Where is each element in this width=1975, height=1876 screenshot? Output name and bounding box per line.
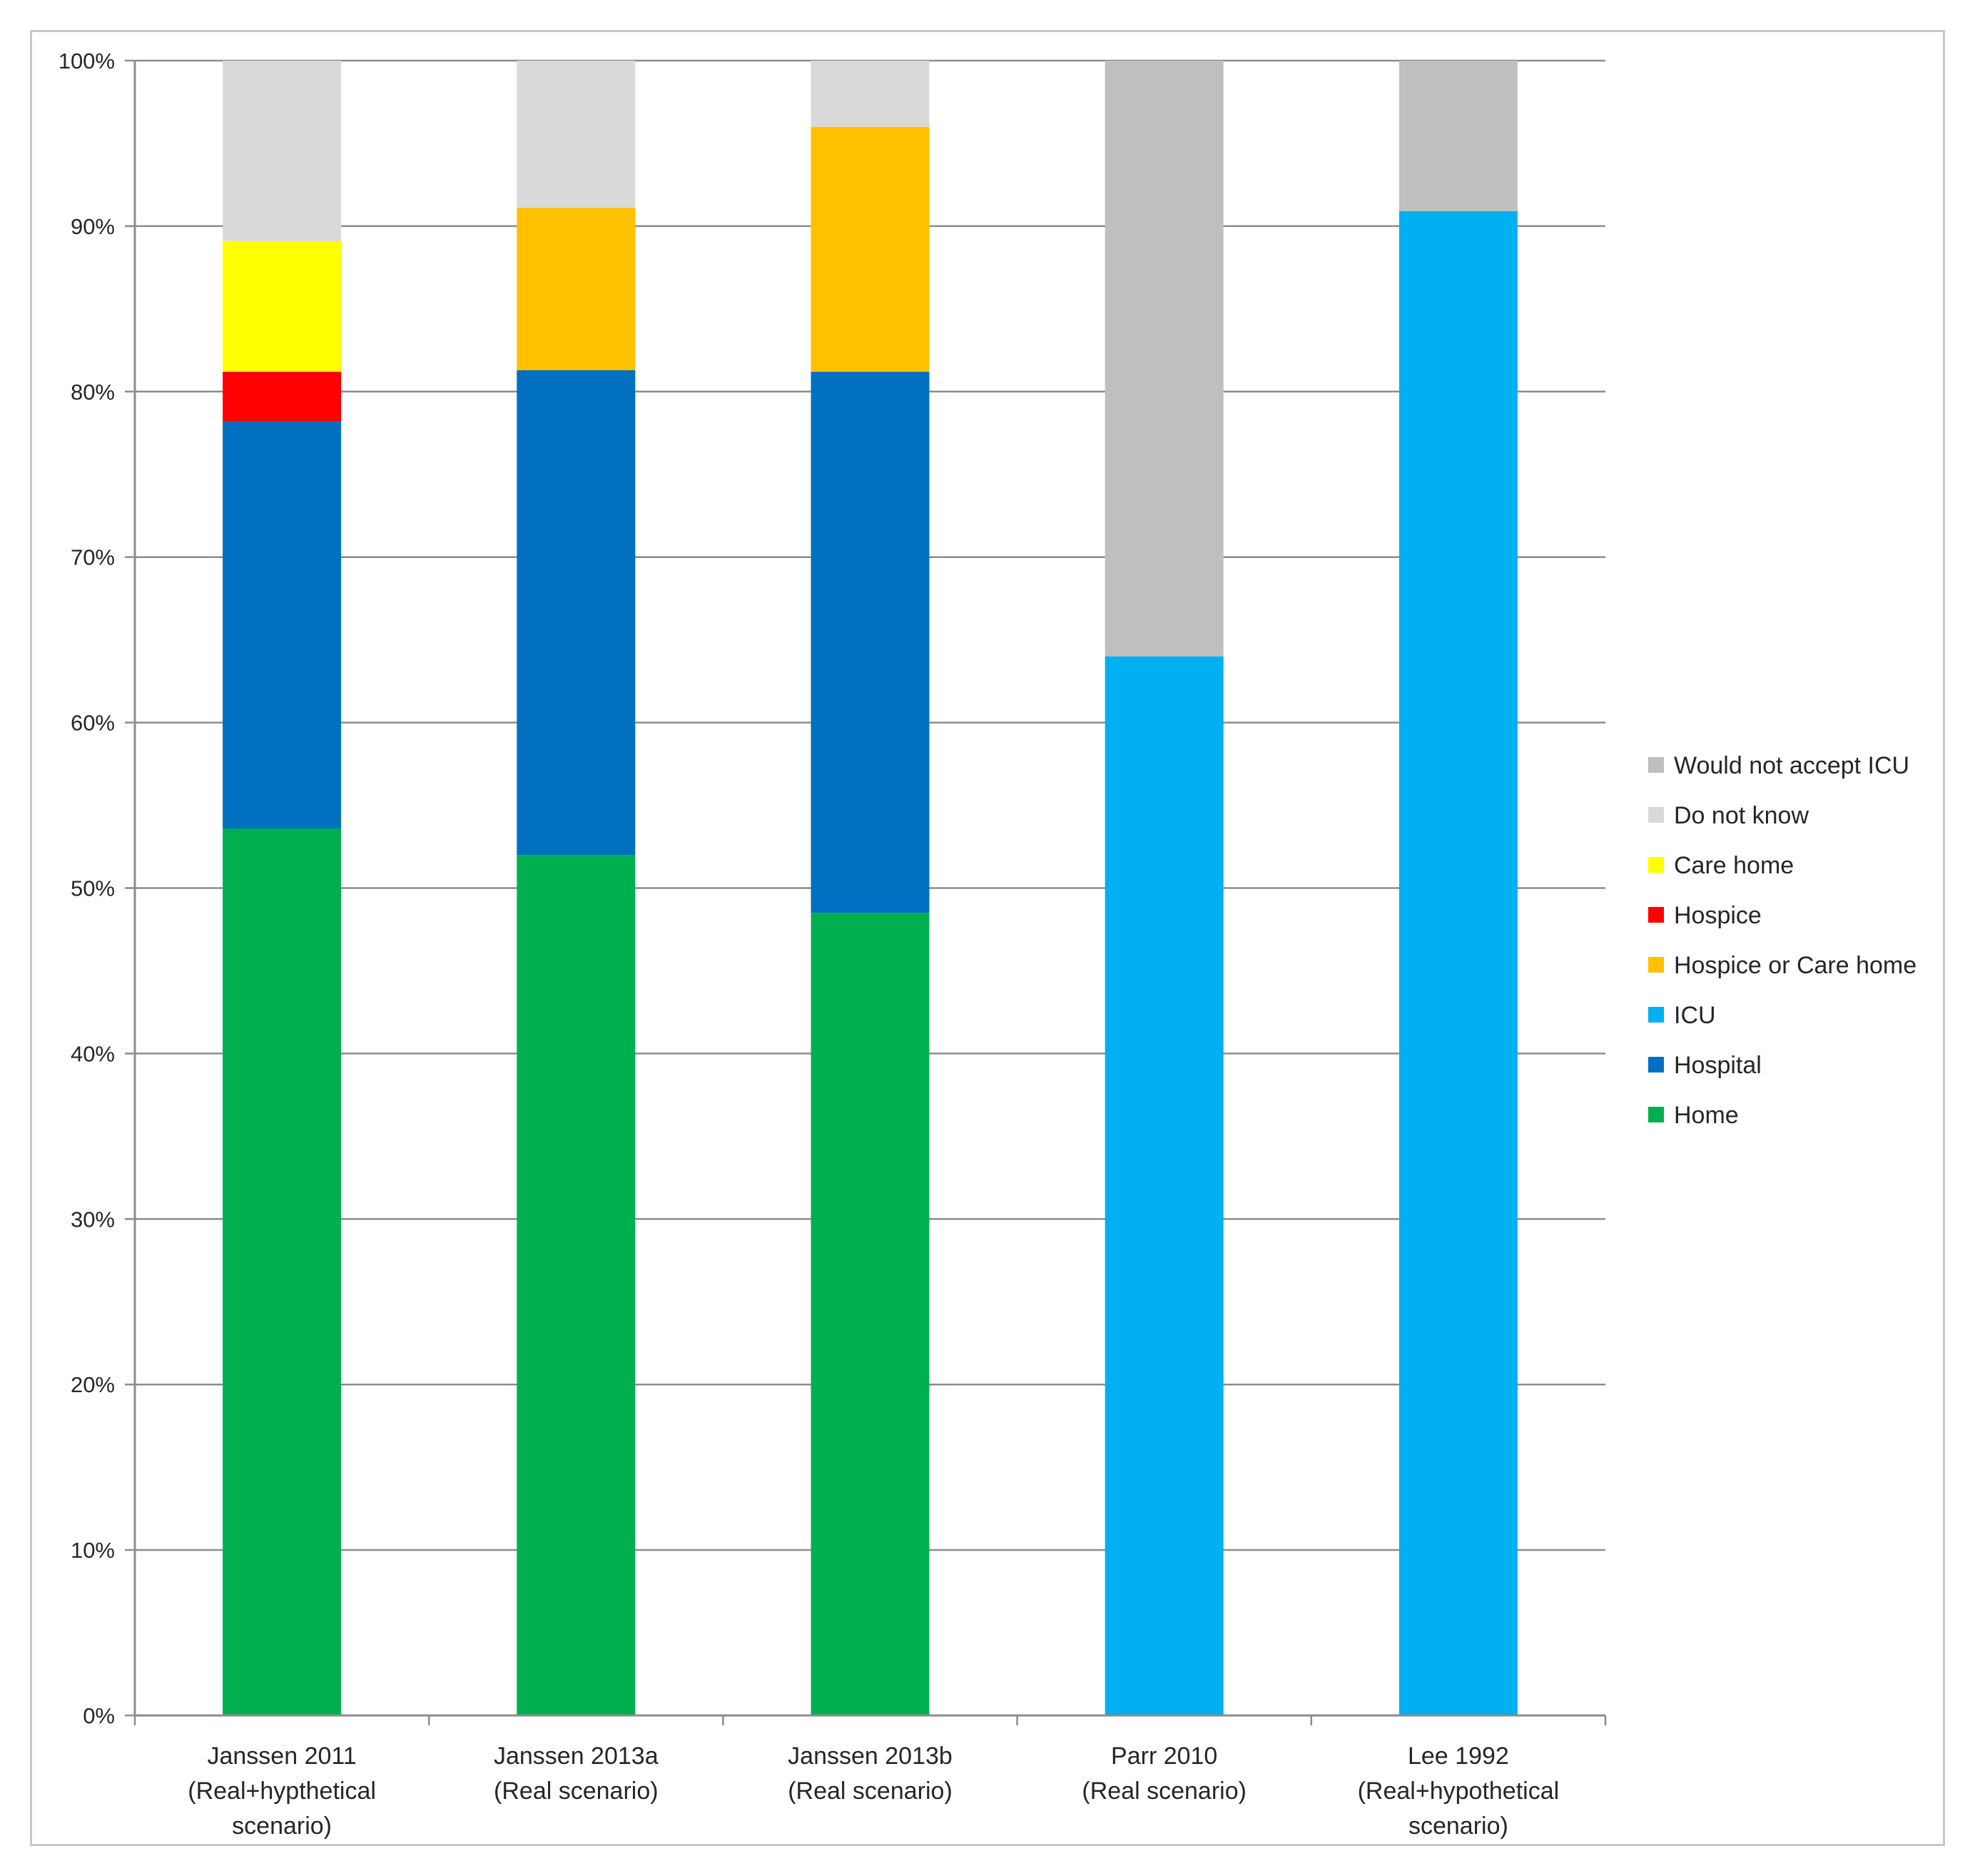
bar-segment-home [517, 855, 636, 1715]
legend-swatch [1648, 1107, 1664, 1122]
bar-segment-care-home [223, 240, 342, 372]
bar-segment-do-not-know [517, 61, 636, 208]
bar-segment-would-not-accept-icu [1105, 61, 1224, 656]
y-tick-label: 70% [71, 545, 115, 570]
bar-segment-hospice-or-care-home [811, 126, 930, 372]
legend-label: ICU [1674, 1002, 1716, 1029]
y-tick-label: 20% [71, 1372, 115, 1397]
x-category-label: (Real scenario) [1082, 1778, 1247, 1805]
axes [125, 59, 1607, 1725]
legend-swatch [1648, 957, 1664, 973]
bar-segment-would-not-accept-icu [1398, 61, 1518, 212]
legend: Would not accept ICU Do not know Care home… [1648, 752, 1916, 1129]
x-category-label: (Real+hypothetical [1358, 1778, 1560, 1805]
y-tick-label: 50% [71, 876, 115, 901]
legend-swatch [1648, 857, 1664, 873]
legend-swatch [1648, 1057, 1664, 1073]
bar-segment-home [811, 913, 930, 1715]
legend-swatch [1648, 907, 1664, 923]
x-category-label: (Real scenario) [788, 1778, 953, 1805]
y-tick-label: 10% [71, 1538, 115, 1563]
bar-segment-hospice [223, 371, 342, 422]
legend-label: Home [1674, 1102, 1739, 1129]
bar-segment-hospital [811, 371, 930, 913]
bars [223, 61, 1518, 1715]
x-category-label: Janssen 2013a [494, 1743, 659, 1770]
legend-swatch [1648, 757, 1664, 773]
y-tick-labels: 0% 10% 20% 30% 40% 50% 60% 70% 80% 90% 100% [59, 49, 115, 1728]
y-tick-label: 30% [71, 1207, 115, 1232]
x-category-label: Janssen 2011 [207, 1743, 356, 1770]
y-tick-label: 90% [71, 214, 115, 239]
x-category-labels: Janssen 2011 (Real+hypthetical scenario) Ja… [188, 1743, 1559, 1840]
legend-label: Hospice or Care home [1674, 952, 1916, 979]
x-category-label: scenario) [232, 1812, 332, 1840]
x-category-label: Lee 1992 [1408, 1743, 1509, 1770]
legend-label: Care home [1674, 852, 1794, 879]
bar-segment-icu [1105, 656, 1224, 1715]
y-tick-label: 60% [71, 711, 115, 736]
legend-swatch [1648, 1007, 1664, 1023]
y-tick-label: 80% [71, 380, 115, 405]
legend-swatch [1648, 807, 1664, 823]
bar-segment-hospital [223, 421, 342, 829]
bar-segment-icu [1398, 211, 1518, 1715]
x-category-label: scenario) [1408, 1812, 1508, 1840]
bar-segment-hospital [517, 370, 636, 856]
legend-label: Hospice [1674, 902, 1762, 929]
legend-label: Hospital [1674, 1052, 1762, 1079]
legend-label: Do not know [1674, 802, 1809, 829]
legend-label: Would not accept ICU [1674, 752, 1909, 779]
y-tick-label: 40% [71, 1041, 115, 1066]
x-category-label: Janssen 2013b [788, 1743, 953, 1770]
bar-segment-do-not-know [223, 61, 342, 241]
y-tick-label: 0% [83, 1703, 115, 1728]
y-tick-label: 100% [59, 49, 115, 73]
bar-segment-hospice-or-care-home [517, 208, 636, 370]
chart-frame [30, 30, 1945, 1846]
x-category-label: (Real+hypthetical [188, 1778, 376, 1805]
x-category-label: Parr 2010 [1111, 1743, 1217, 1770]
bar-segment-home [223, 828, 342, 1715]
bar-segment-do-not-know [811, 61, 930, 127]
x-category-label: (Real scenario) [494, 1778, 659, 1805]
